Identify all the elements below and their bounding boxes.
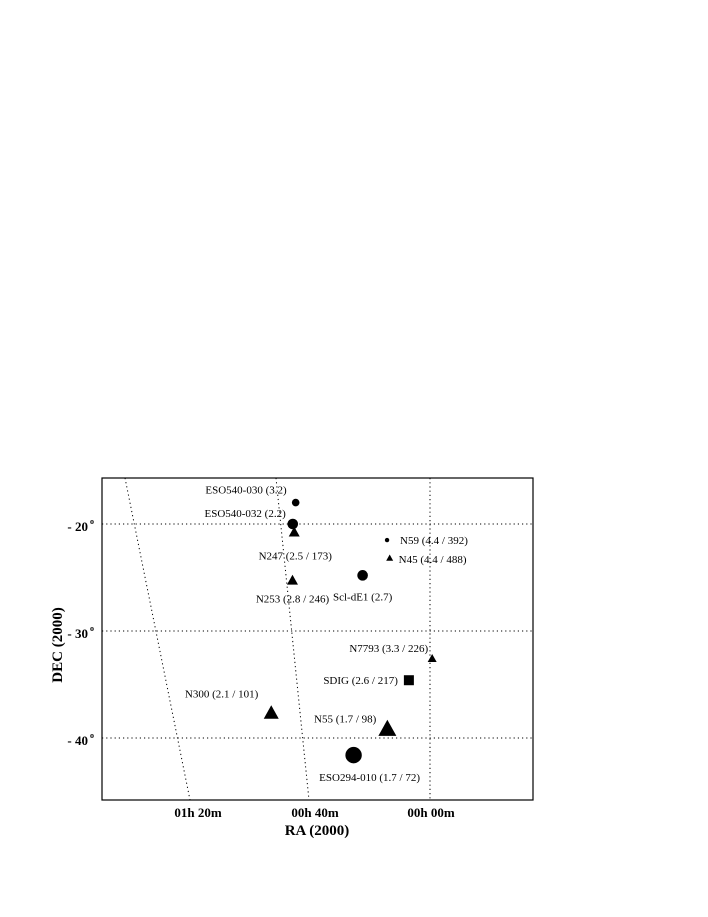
- data-label: N45 (4.4 / 488): [399, 554, 467, 566]
- x-tick-label: 00h 40m: [291, 805, 338, 820]
- y-tick-degree: o: [90, 517, 94, 526]
- y-tick-degree: o: [90, 731, 94, 740]
- grid-layer: [102, 477, 533, 801]
- x-tick-label: 01h 20m: [174, 805, 221, 820]
- ra-grid-line: [275, 477, 310, 801]
- data-point-circle: [287, 518, 299, 530]
- data-label: ESO540-032 (2.2): [204, 508, 286, 520]
- y-tick-label: - 40: [67, 733, 88, 748]
- y-tick-label: - 20: [67, 519, 88, 534]
- data-point-triangle: [427, 653, 437, 663]
- x-axis-title: RA (2000): [285, 823, 350, 839]
- data-point-circle: [384, 537, 390, 543]
- points-layer: ESO540-030 (3.2) ESO540-032 (2.2) N247 (2.…: [185, 485, 468, 785]
- data-label: ESO540-030 (3.2): [205, 485, 287, 497]
- data-point-triangle: [378, 719, 397, 736]
- data-label: SDIG (2.6 / 217): [323, 675, 398, 687]
- data-label: N59 (4.4 / 392): [400, 535, 468, 547]
- data-label: Scl-dE1 (2.7): [333, 591, 393, 603]
- ra-grid-line: [124, 477, 191, 801]
- data-label: N247 (2.5 / 173): [259, 551, 333, 563]
- data-point-circle: [345, 746, 362, 764]
- data-point-triangle: [288, 526, 300, 537]
- data-point-square: [403, 675, 414, 686]
- y-axis-title: DEC (2000): [50, 607, 66, 682]
- data-point-circle: [357, 570, 368, 581]
- data-label: ESO294-010 (1.7 / 72): [319, 772, 420, 784]
- data-point-triangle: [263, 705, 279, 719]
- data-point-triangle: [386, 554, 394, 561]
- plot-frame: [101, 477, 534, 801]
- data-point-triangle: [286, 574, 298, 585]
- data-label: N7793 (3.3 / 226): [349, 643, 428, 655]
- data-point-circle: [291, 498, 300, 507]
- data-label: N253 (2.8 / 246): [256, 594, 330, 606]
- data-label: N55 (1.7 / 98): [314, 713, 377, 725]
- data-label: N300 (2.1 / 101): [185, 688, 259, 700]
- y-tick-label: - 30: [67, 626, 88, 641]
- x-tick-label: 00h 00m: [407, 805, 454, 820]
- y-tick-degree: o: [90, 624, 94, 633]
